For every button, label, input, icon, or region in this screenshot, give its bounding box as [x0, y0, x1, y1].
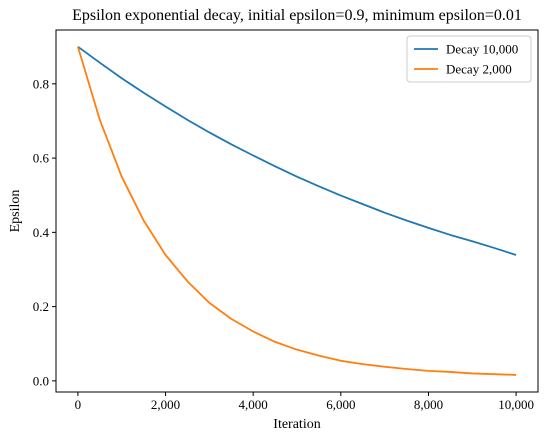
legend-label: Decay 2,000: [446, 62, 512, 77]
x-tick-label: 2,000: [151, 397, 180, 412]
series-line-1: [77, 45, 517, 256]
legend: Decay 10,000 Decay 2,000: [406, 35, 532, 83]
x-tick-label: 10,000: [498, 397, 534, 412]
plot-frame: [55, 29, 539, 393]
y-tick-label: 0.4: [33, 225, 50, 240]
y-axis-label: Epsilon: [8, 190, 23, 233]
legend-box: [406, 35, 532, 83]
x-axis-label: Iteration: [273, 417, 320, 432]
y-tick-label: 0.2: [33, 299, 49, 314]
y-axis: 0.0 0.2 0.4 0.6 0.8: [33, 76, 56, 388]
x-tick-label: 4,000: [239, 397, 268, 412]
x-tick-label: 8,000: [414, 397, 443, 412]
plot-area: [55, 29, 539, 393]
legend-label: Decay 10,000: [446, 42, 518, 57]
y-tick-label: 0.6: [33, 151, 50, 166]
x-axis: 0 2,000 4,000 6,000 8,000 10,000: [75, 392, 534, 412]
series-layer: [77, 45, 517, 376]
x-tick-label: 0: [75, 397, 82, 412]
y-tick-label: 0.0: [33, 373, 49, 388]
series-line-2: [77, 46, 517, 376]
chart-title: Epsilon exponential decay, initial epsil…: [72, 7, 522, 24]
y-tick-label: 0.8: [33, 76, 49, 91]
x-tick-label: 6,000: [326, 397, 355, 412]
